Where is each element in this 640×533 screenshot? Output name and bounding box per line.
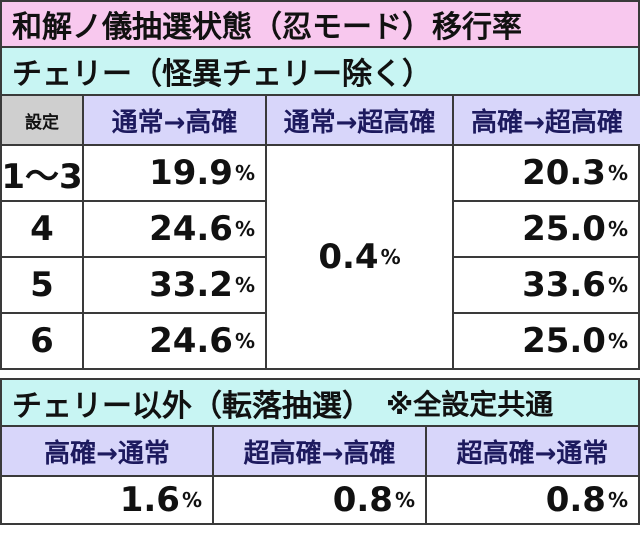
- caption-bar: チェリー（怪異チェリー除く）: [0, 46, 640, 96]
- number: 24.6: [149, 209, 233, 249]
- unit: %: [607, 217, 628, 241]
- number: 25.0: [522, 209, 606, 249]
- unit: %: [607, 273, 628, 297]
- rate-cell: 25.0%: [452, 312, 640, 370]
- rate-cell: 19.9%: [82, 144, 267, 202]
- setting-cell: 4: [0, 200, 84, 258]
- number: 19.9: [149, 153, 233, 193]
- header-text: 高確→超高確: [471, 107, 623, 138]
- number: 0.4: [318, 237, 379, 277]
- column-header: 高確→超高確: [452, 94, 640, 146]
- unit: %: [380, 245, 401, 269]
- header-text: 高確→通常: [44, 438, 170, 469]
- unit: %: [607, 161, 628, 185]
- header-text: 超高確→通常: [456, 438, 609, 469]
- unit: %: [607, 329, 628, 353]
- rate-cell: 0.8%: [212, 475, 427, 525]
- unit: %: [234, 329, 255, 353]
- number: 25.0: [522, 321, 606, 361]
- rate-cell: 33.6%: [452, 256, 640, 314]
- number: 33.2: [149, 265, 233, 305]
- setting-cell: 1〜3: [0, 144, 84, 202]
- unit: %: [607, 488, 628, 512]
- unit: %: [234, 217, 255, 241]
- setting: 1〜3: [1, 156, 83, 197]
- column-header: 設定: [0, 94, 84, 146]
- setting-cell: 6: [0, 312, 84, 370]
- setting: 6: [30, 321, 54, 361]
- number: 0.8: [332, 480, 393, 520]
- number: 24.6: [149, 321, 233, 361]
- unit: %: [234, 161, 255, 185]
- header-text: 超高確→高確: [243, 438, 396, 469]
- rate-cell: 25.0%: [452, 200, 640, 258]
- number: 33.6: [522, 265, 606, 305]
- rate-cell: 24.6%: [82, 200, 267, 258]
- column-header: 高確→通常: [0, 425, 214, 477]
- setting: 5: [30, 265, 54, 305]
- column-header: 超高確→通常: [425, 425, 640, 477]
- caption: チェリー（怪異チェリー除く）: [12, 57, 432, 92]
- note: ※全設定共通: [386, 387, 554, 421]
- rate-cell: 24.6%: [82, 312, 267, 370]
- number: 20.3: [522, 153, 606, 193]
- column-header: 通常→超高確: [265, 94, 454, 146]
- rate-cell: 33.2%: [82, 256, 267, 314]
- unit: %: [234, 273, 255, 297]
- rate-cell: 20.3%: [452, 144, 640, 202]
- rate-cell: 0.8%: [425, 475, 640, 525]
- title-bar: 和解ノ儀抽選状態（忍モード）移行率: [0, 0, 640, 48]
- setting-cell: 5: [0, 256, 84, 314]
- unit: %: [394, 488, 415, 512]
- unit: %: [181, 488, 202, 512]
- caption: チェリー以外（転落抽選）: [12, 388, 372, 424]
- number: 0.8: [545, 480, 606, 520]
- header-text: 設定: [25, 112, 59, 133]
- header-text: 通常→超高確: [283, 107, 436, 138]
- setting: 4: [30, 209, 54, 249]
- number: 1.6: [119, 480, 180, 520]
- header-text: 通常→高確: [111, 107, 238, 138]
- caption-bar: チェリー以外（転落抽選） ※全設定共通: [0, 378, 640, 427]
- merged-rate-cell: 0.4%: [265, 144, 454, 370]
- rate-cell: 1.6%: [0, 475, 214, 525]
- title: 和解ノ儀抽選状態（忍モード）移行率: [12, 10, 522, 45]
- column-header: 超高確→高確: [212, 425, 427, 477]
- column-header: 通常→高確: [82, 94, 267, 146]
